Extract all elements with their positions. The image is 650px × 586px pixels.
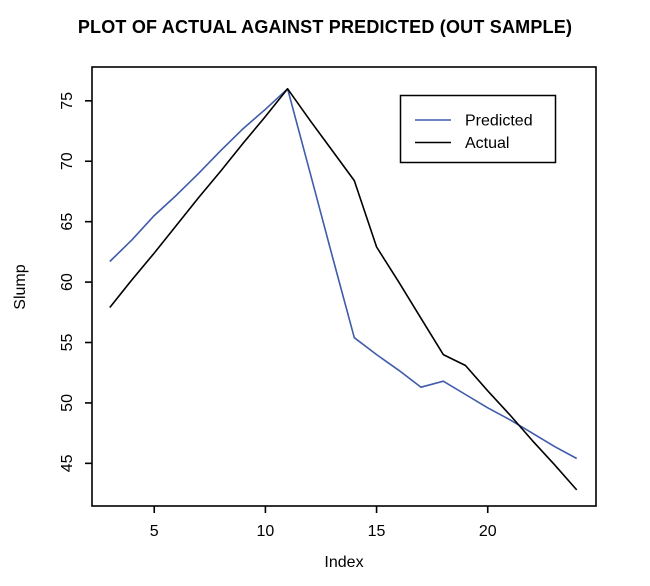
axes-layer: 5 10 15 20 45 50 55 60 65 70 75 bbox=[59, 92, 497, 540]
x-axis-title: Index bbox=[324, 554, 363, 571]
series-layer bbox=[109, 88, 578, 491]
y-axis-tick-label: 45 bbox=[59, 454, 76, 472]
x-axis-tick-label: 20 bbox=[479, 523, 497, 540]
x-axis-tick-label: 10 bbox=[257, 523, 275, 540]
x-axis-tick-label: 15 bbox=[368, 523, 386, 540]
legend-label-actual: Actual bbox=[465, 135, 509, 152]
y-axis-tick-label: 65 bbox=[59, 213, 76, 231]
y-axis-title: Slump bbox=[12, 264, 29, 309]
y-axis-tick-label: 70 bbox=[59, 152, 76, 170]
series-line-predicted bbox=[109, 88, 578, 460]
x-axis-tick-label: 5 bbox=[150, 523, 159, 540]
y-axis-tick-label: 55 bbox=[59, 334, 76, 352]
plot-border bbox=[91, 66, 597, 507]
chart-title: PLOT OF ACTUAL AGAINST PREDICTED (OUT SA… bbox=[78, 17, 572, 37]
y-axis-tick-label: 60 bbox=[59, 273, 76, 291]
y-axis-tick-label: 75 bbox=[59, 92, 76, 110]
series-line-actual bbox=[109, 88, 578, 491]
legend-label-predicted: Predicted bbox=[465, 113, 533, 130]
legend-box bbox=[399, 94, 557, 164]
y-axis-tick-label: 50 bbox=[59, 394, 76, 412]
legend: Predicted Actual bbox=[399, 94, 557, 164]
